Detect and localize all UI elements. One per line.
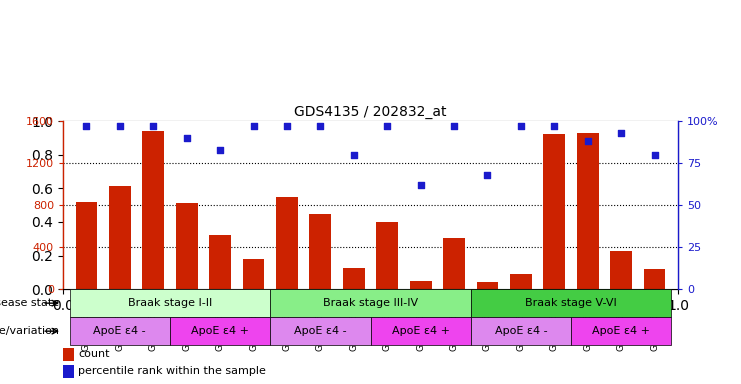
- Text: disease state: disease state: [0, 298, 59, 308]
- Bar: [270, 317, 370, 345]
- Text: Braak stage III-IV: Braak stage III-IV: [323, 298, 418, 308]
- Text: ApoE ε4 +: ApoE ε4 +: [592, 326, 650, 336]
- Point: [415, 182, 427, 188]
- Bar: [142, 131, 164, 289]
- Point: [114, 123, 126, 129]
- Point: [615, 130, 627, 136]
- Bar: [310, 214, 331, 289]
- Bar: [571, 317, 671, 345]
- Text: ApoE ε4 -: ApoE ε4 -: [494, 326, 547, 336]
- Point: [214, 147, 226, 153]
- Point: [81, 123, 93, 129]
- Bar: [63, 348, 74, 361]
- Bar: [70, 289, 270, 317]
- Point: [448, 123, 460, 129]
- Point: [515, 123, 527, 129]
- Bar: [109, 186, 130, 289]
- Bar: [376, 222, 398, 289]
- Bar: [471, 317, 571, 345]
- Text: ApoE ε4 +: ApoE ε4 +: [392, 326, 450, 336]
- Point: [281, 123, 293, 129]
- Text: count: count: [79, 349, 110, 359]
- Text: Braak stage V-VI: Braak stage V-VI: [525, 298, 617, 308]
- Bar: [276, 197, 298, 289]
- Bar: [242, 259, 265, 289]
- Bar: [577, 133, 599, 289]
- Bar: [611, 252, 632, 289]
- Bar: [543, 134, 565, 289]
- Bar: [476, 282, 499, 289]
- Bar: [170, 317, 270, 345]
- Text: ApoE ε4 -: ApoE ε4 -: [93, 326, 146, 336]
- Text: percentile rank within the sample: percentile rank within the sample: [79, 366, 266, 376]
- Bar: [471, 289, 671, 317]
- Bar: [510, 275, 532, 289]
- Bar: [70, 317, 170, 345]
- Point: [247, 123, 259, 129]
- Point: [314, 123, 326, 129]
- Point: [648, 152, 660, 158]
- Point: [582, 138, 594, 144]
- Text: ApoE ε4 +: ApoE ε4 +: [191, 326, 249, 336]
- Bar: [370, 317, 471, 345]
- Point: [147, 123, 159, 129]
- Bar: [270, 289, 471, 317]
- Bar: [410, 281, 431, 289]
- Point: [382, 123, 393, 129]
- Title: GDS4135 / 202832_at: GDS4135 / 202832_at: [294, 105, 447, 119]
- Bar: [63, 365, 74, 378]
- Text: genotype/variation: genotype/variation: [0, 326, 59, 336]
- Point: [548, 123, 560, 129]
- Bar: [443, 238, 465, 289]
- Text: ApoE ε4 -: ApoE ε4 -: [294, 326, 347, 336]
- Bar: [176, 203, 198, 289]
- Bar: [209, 235, 231, 289]
- Text: Braak stage I-II: Braak stage I-II: [127, 298, 212, 308]
- Bar: [76, 202, 97, 289]
- Point: [348, 152, 359, 158]
- Bar: [644, 269, 665, 289]
- Bar: [343, 268, 365, 289]
- Point: [181, 135, 193, 141]
- Point: [482, 172, 494, 178]
